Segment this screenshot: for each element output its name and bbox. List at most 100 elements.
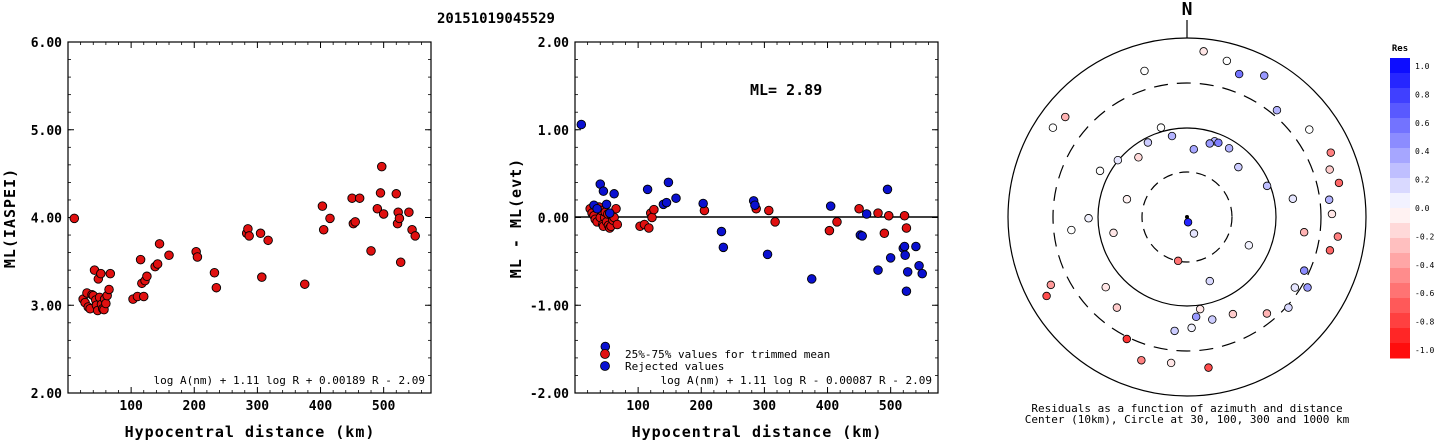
colorbar-segment [1390, 298, 1410, 314]
colorbar-tick-label: -0.8 [1415, 318, 1434, 327]
rejected-residual-point [661, 197, 672, 208]
accepted-residual-point [854, 203, 864, 214]
station-residual-point [1327, 209, 1337, 219]
rejected-residual-point [861, 209, 872, 219]
rejected-residual-point [806, 274, 817, 284]
station-residual-point [1305, 125, 1314, 134]
station-residual-point [1166, 358, 1176, 368]
rejected-residual-point [885, 253, 896, 263]
magnitude-vs-distance-panel: 100 200 300 400 500 2.00 3.00 4.00 5.00 6.00 log … [1, 36, 432, 441]
station-residual-point [1042, 291, 1051, 301]
magnitude-point [152, 259, 163, 269]
x-tick-label: 100 [119, 399, 143, 414]
y-tick-label: 2.00 [31, 387, 62, 402]
magnitude-point [139, 291, 149, 302]
rejected-residual-point [762, 249, 773, 260]
station-residual-point [1228, 309, 1238, 319]
station-residual-point [1204, 363, 1213, 372]
station-residual-point [1170, 326, 1179, 336]
station-residual-point [1067, 225, 1076, 235]
station-residual-point [1288, 194, 1298, 203]
station-residual-point [1299, 228, 1309, 237]
magnitude-point [164, 250, 174, 260]
station-residual-point [1324, 195, 1334, 204]
station-residual-point [1140, 66, 1149, 76]
rejected-residual-point [576, 119, 587, 130]
station-residual-point [1214, 138, 1223, 148]
rejected-residual-point [899, 241, 910, 252]
magnitude-point [263, 235, 273, 246]
colorbar-tick-label: -0.6 [1415, 289, 1434, 298]
magnitude-point [96, 268, 106, 279]
station-residual-point [1224, 144, 1234, 153]
station-residual-point [1183, 218, 1193, 227]
magnitude-point [325, 213, 335, 224]
rejected-residual-point [601, 199, 612, 210]
legend-rejected-label: Rejected values [625, 360, 724, 373]
colorbar-segment [1390, 58, 1410, 74]
epicenter-marker [1185, 215, 1189, 219]
rejected-residual-point [663, 177, 674, 188]
x-tick-label: 300 [246, 399, 270, 414]
station-residual-point [1272, 106, 1282, 115]
residual-formula: log A(nm) + 1.11 log R - 0.00087 R - 2.0… [660, 374, 932, 387]
magnitude-point [354, 193, 365, 203]
station-residual-point [1061, 112, 1070, 122]
magnitude-point [142, 271, 152, 282]
station-residual-point [1325, 165, 1334, 174]
station-residual-point [1109, 228, 1118, 238]
station-residual-point [1290, 283, 1300, 292]
colorbar-tick-label: 0.2 [1415, 176, 1430, 185]
magnitude-point [257, 272, 267, 282]
rejected-residual-point [901, 286, 912, 296]
y-tick-label: 3.00 [31, 299, 62, 314]
accepted-residual-point [832, 217, 842, 227]
x-tick-label: 200 [183, 399, 207, 414]
station-residual-point [1262, 309, 1272, 318]
magnitude-point [378, 209, 389, 219]
rejected-residual-point [914, 261, 924, 271]
colorbar-segment [1390, 133, 1410, 149]
y-tick-label: 0.00 [538, 212, 569, 227]
colorbar-segment [1390, 253, 1410, 269]
station-residual-point [1095, 166, 1105, 176]
x-tick-label: 400 [309, 399, 333, 414]
rejected-residual-point [900, 250, 910, 260]
station-residual-point [1325, 246, 1335, 255]
x-tick-label: 500 [372, 399, 396, 414]
station-residual-point [1326, 148, 1335, 157]
rejected-residual-point [718, 242, 729, 253]
residual-colorbar: Res 1.0 0.8 0.6 0.4 0.2 0.0 -0.2 -0.4 -0.6 -0.8 -1… [1390, 44, 1434, 359]
rejected-residual-point [857, 231, 867, 241]
rejected-residual-point [917, 268, 927, 279]
accepted-residual-point [649, 204, 659, 215]
x-tick-label: 400 [816, 399, 840, 414]
magnitude-point [211, 282, 222, 293]
colorbar-segment [1390, 283, 1410, 299]
rejected-residual-point [911, 241, 921, 252]
accepted-residual-point [824, 225, 835, 236]
magnitude-point [104, 284, 114, 295]
accepted-residual-point [644, 223, 654, 233]
y-tick-label: 1.00 [538, 124, 569, 139]
magnitude-point [192, 252, 203, 262]
azimuth-residual-panel: N Residuals as a function of azimuth and… [1007, 0, 1367, 426]
colorbar-segment [1390, 103, 1410, 119]
station-residual-point [1167, 131, 1177, 141]
station-residual-point [1199, 47, 1208, 56]
x-tick-label: 200 [690, 399, 714, 414]
y-tick-label: -2.00 [530, 387, 569, 402]
station-residual-point [1122, 195, 1132, 204]
accepted-residual-point [612, 219, 623, 230]
y-tick-label: 5.00 [31, 124, 62, 139]
rejected-residual-point [825, 201, 836, 211]
magnitude-formula: log A(nm) + 1.11 log R + 0.00189 R - 2.0… [153, 374, 425, 387]
station-residual-point [1262, 181, 1272, 191]
station-residual-point [1112, 303, 1122, 312]
magnitude-point [209, 268, 220, 278]
x-tick-label: 100 [626, 399, 650, 414]
station-residual-point [1299, 266, 1309, 275]
rejected-residual-point [604, 208, 615, 218]
station-residual-point [1048, 123, 1058, 132]
